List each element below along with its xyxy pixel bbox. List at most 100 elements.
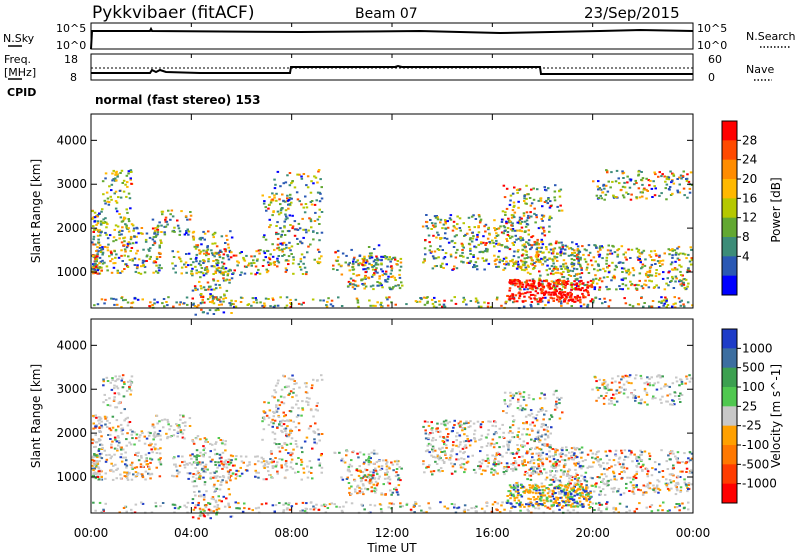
data-cell (110, 463, 113, 465)
data-cell (359, 255, 362, 257)
data-cell (295, 440, 298, 442)
data-cell (462, 256, 465, 258)
data-cell (585, 261, 588, 263)
data-cell (203, 447, 206, 449)
data-cell (289, 249, 292, 251)
data-cell (172, 306, 175, 308)
data-cell (620, 478, 623, 480)
data-cell (223, 496, 226, 498)
data-cell (97, 303, 100, 305)
data-cell (97, 222, 100, 224)
data-cell (636, 466, 639, 468)
data-cell (210, 517, 213, 519)
data-cell (124, 408, 127, 410)
data-cell (115, 208, 118, 210)
data-cell (352, 263, 355, 265)
data-cell (296, 191, 299, 193)
data-cell (124, 255, 127, 257)
data-cell (108, 201, 111, 203)
data-cell (690, 264, 693, 266)
data-cell (652, 485, 655, 487)
data-cell (400, 262, 403, 264)
data-cell (480, 426, 483, 428)
data-cell (521, 221, 524, 223)
data-cell (558, 210, 561, 212)
data-cell (132, 230, 135, 232)
data-cell (524, 257, 527, 259)
data-cell (189, 472, 192, 474)
data-cell (202, 299, 205, 301)
data-cell (542, 452, 545, 454)
data-cell (128, 218, 131, 220)
data-cell (549, 217, 552, 219)
data-cell (386, 266, 389, 268)
data-cell (278, 247, 281, 249)
data-cell (123, 268, 126, 270)
data-cell (122, 260, 125, 262)
data-cell (121, 378, 124, 380)
data-cell (450, 214, 453, 216)
data-cell (439, 221, 442, 223)
data-cell (496, 298, 499, 300)
data-cell (129, 421, 132, 423)
data-cell (466, 257, 469, 259)
data-cell (487, 227, 490, 229)
data-cell (271, 243, 274, 245)
data-cell (633, 454, 636, 456)
data-cell (594, 288, 597, 290)
data-cell (613, 472, 616, 474)
data-cell (350, 474, 353, 476)
data-cell (482, 242, 485, 244)
data-cell (502, 436, 505, 438)
data-cell (515, 235, 518, 237)
data-cell (159, 462, 162, 464)
data-cell (513, 300, 516, 302)
data-cell (450, 455, 453, 457)
data-cell (537, 432, 540, 434)
data-cell (116, 448, 119, 450)
data-cell (561, 411, 564, 413)
data-cell (513, 255, 516, 257)
data-cell (296, 446, 299, 448)
data-cell (463, 458, 466, 460)
data-cell (191, 273, 194, 275)
data-cell (524, 292, 527, 294)
data-cell (200, 287, 203, 289)
data-cell (507, 445, 510, 447)
data-cell (200, 243, 203, 245)
data-cell (580, 483, 583, 485)
data-cell (530, 216, 533, 218)
data-cell (512, 282, 515, 284)
data-cell (185, 215, 188, 217)
data-cell (553, 481, 556, 483)
data-cell (678, 297, 681, 299)
data-cell (559, 418, 562, 420)
data-cell (508, 290, 511, 292)
data-cell (373, 484, 376, 486)
data-cell (228, 302, 231, 304)
data-cell (119, 401, 122, 403)
data-cell (114, 178, 117, 180)
data-cell (534, 466, 537, 468)
data-cell (156, 435, 159, 437)
data-cell (297, 198, 300, 200)
data-cell (569, 483, 572, 485)
data-cell (564, 298, 567, 300)
data-cell (399, 277, 402, 279)
data-cell (538, 278, 541, 280)
data-cell (584, 476, 587, 478)
data-cell (176, 475, 179, 477)
data-cell (349, 269, 352, 271)
data-cell (639, 196, 642, 198)
data-cell (209, 456, 212, 458)
data-cell (114, 406, 117, 408)
data-cell (277, 473, 280, 475)
data-cell (110, 189, 113, 191)
data-cell (560, 469, 563, 471)
data-cell (304, 196, 307, 198)
data-cell (201, 462, 204, 464)
data-cell (505, 257, 508, 259)
data-cell (95, 434, 98, 436)
data-cell (633, 269, 636, 271)
data-cell (558, 190, 561, 192)
